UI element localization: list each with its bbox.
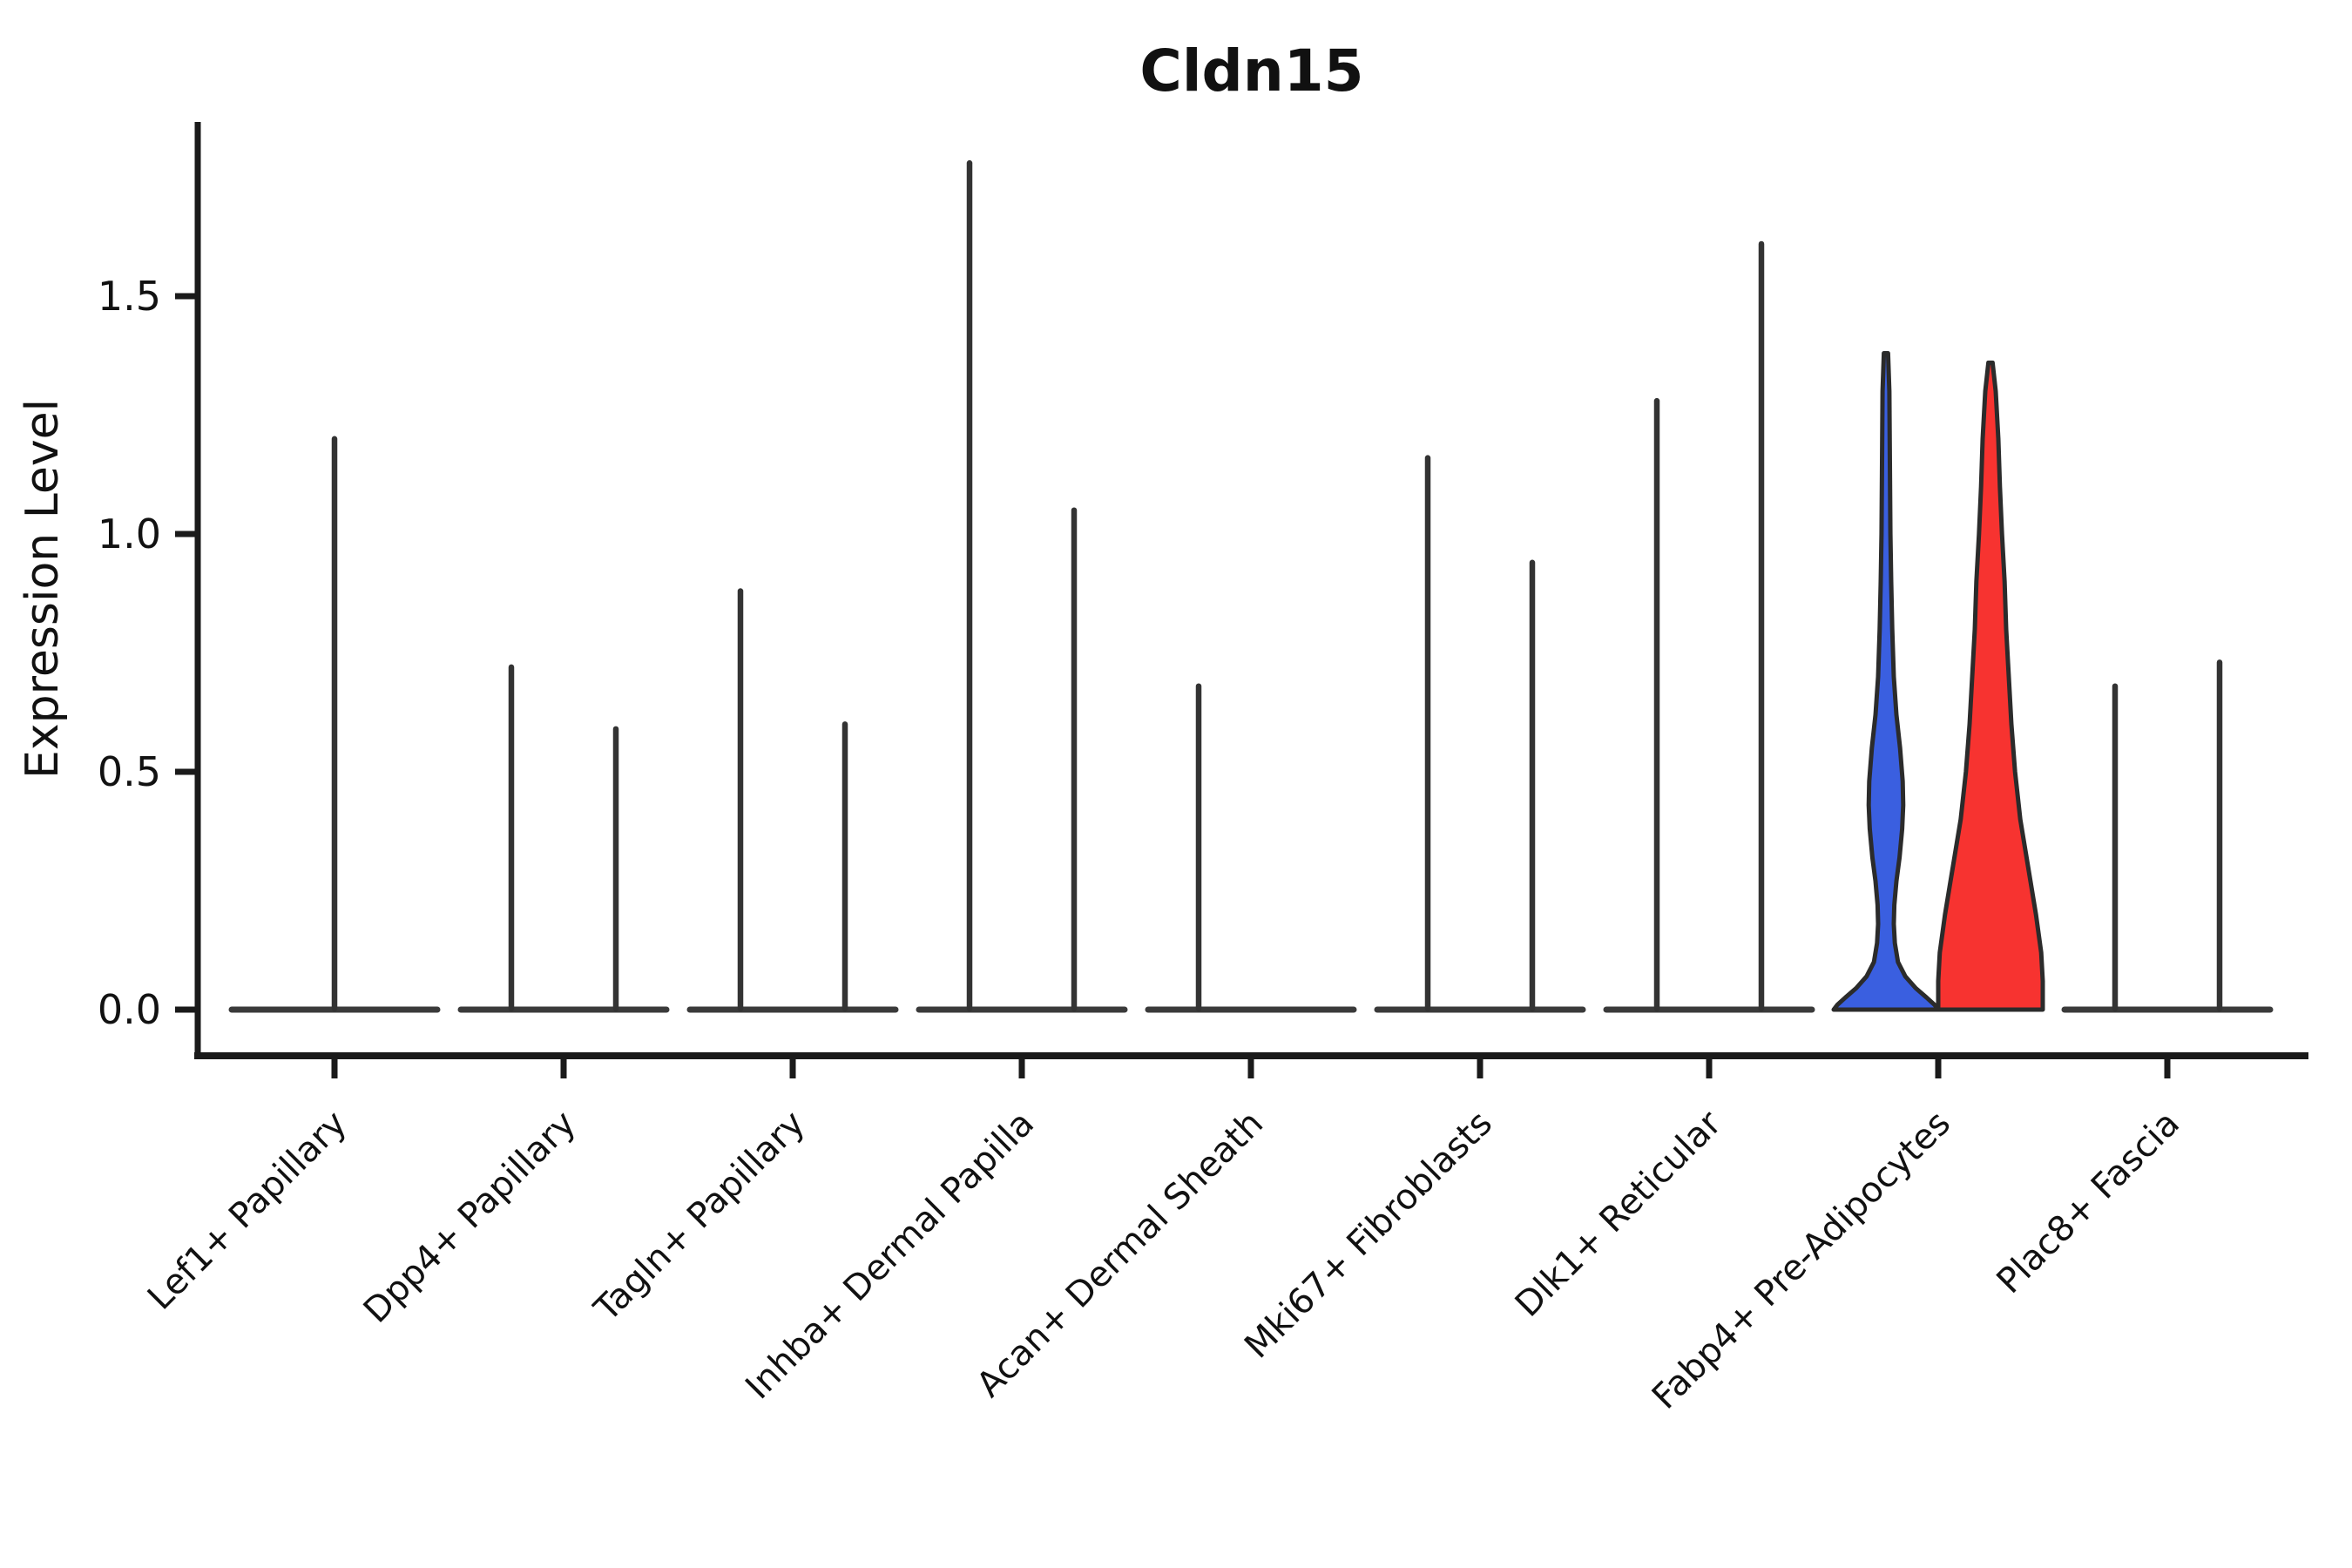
y-axis-label: Expression Level	[17, 399, 69, 779]
category-label: Lef1+ Papillary	[140, 1104, 355, 1318]
chart-title: Cldn15	[1139, 37, 1363, 105]
category-label: Dpp4+ Papillary	[356, 1104, 584, 1331]
category-label: Tagln+ Papillary	[586, 1104, 813, 1330]
y-tick-label: 0.0	[98, 986, 161, 1033]
y-tick-label: 0.5	[98, 748, 161, 795]
blue-violin	[1831, 351, 1941, 1012]
category-label: Dlk1+ Reticular	[1508, 1103, 1730, 1325]
category-label: Plac8+ Fascia	[1990, 1104, 2188, 1302]
y-tick-label: 1.5	[98, 273, 161, 320]
y-tick-label: 1.0	[98, 510, 161, 558]
red-violin	[1936, 360, 2045, 1012]
plot-area: 0.0 0.5 1.0 1.5 Lef1+ Papillary Dpp4+ Papilla…	[98, 122, 2308, 1417]
category-label: Mki67+ Fibroblasts	[1237, 1104, 1500, 1367]
